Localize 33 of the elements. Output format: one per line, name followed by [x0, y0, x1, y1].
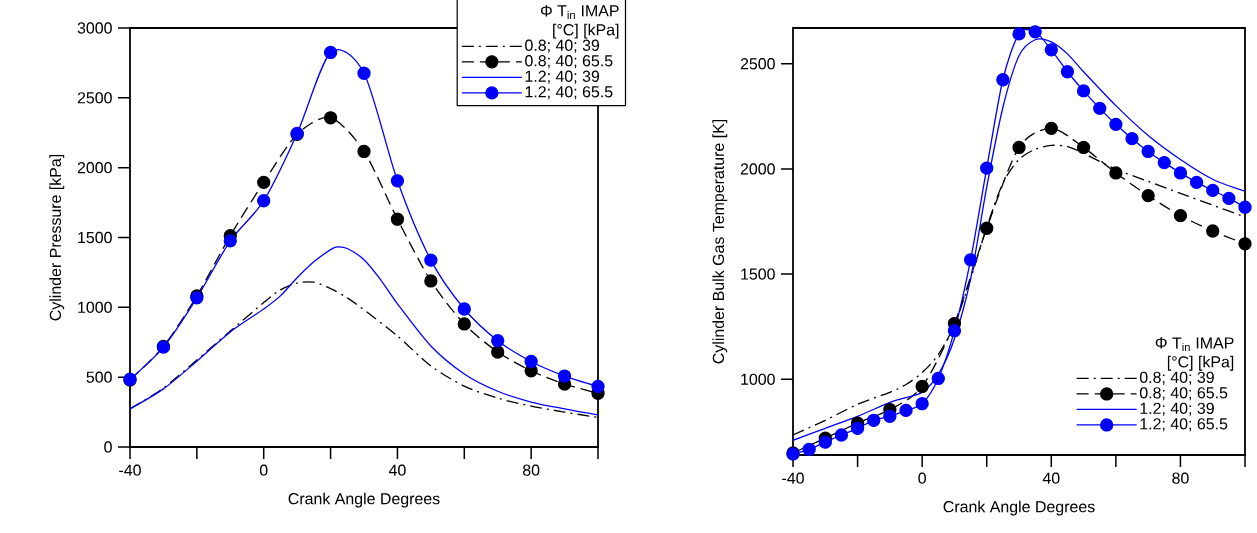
- x-tick-label: 40: [1042, 472, 1060, 484]
- x-tick-label: 40: [388, 464, 406, 476]
- y-tick-label: 1500: [78, 231, 112, 244]
- y-tick-label: 2000: [77, 162, 112, 174]
- y-tick-label: 2000: [740, 163, 775, 175]
- legend-label: 1.2; 40; 39: [525, 70, 600, 84]
- x-axis-title: Crank Angle Degrees: [288, 492, 440, 508]
- y-tick-label: 1000: [78, 301, 112, 313]
- legend-title: Φ T$_{in}$ IMAP [°C] [kPa]: [540, 5, 619, 39]
- y-tick-label: 3000: [77, 22, 112, 34]
- legend-label: 0.8; 40; 39: [1139, 371, 1214, 385]
- y-tick-label: 1000: [741, 373, 775, 385]
- x-tick-label: -40: [119, 464, 141, 476]
- x-tick-label: -40: [782, 472, 804, 484]
- y-axis-title: Cylinder Bulk Gas Temperature [K]: [712, 119, 728, 364]
- legend-label: 0.8; 40; 65.5: [525, 55, 613, 69]
- legend-label: 0.8; 40; 65.5: [1139, 387, 1228, 401]
- y-axis-title: Cylinder Pressure [kPa]: [49, 154, 65, 321]
- y-tick-label: 1500: [741, 268, 775, 280]
- y-tick-label: 2500: [77, 92, 112, 104]
- y-tick-label: 500: [86, 371, 112, 383]
- legend-label: 1.2; 40; 65.5: [525, 86, 613, 100]
- legend-label: 1.2; 40; 65.5: [1140, 418, 1228, 432]
- y-tick-label: 2500: [740, 58, 775, 70]
- y-tick-label: 0: [104, 441, 112, 453]
- x-tick-label: 80: [522, 464, 540, 476]
- legend-label: 0.8; 40; 39: [525, 39, 600, 53]
- legend-label: 1.2; 40; 39: [1140, 402, 1214, 416]
- x-axis-title: Crank Angle Degrees: [943, 500, 1095, 516]
- x-tick-label: 0: [259, 464, 268, 476]
- legend-title: Φ T$_{in}$ IMAP [°C] [kPa]: [1155, 337, 1234, 371]
- x-tick-label: 0: [918, 472, 926, 484]
- x-tick-label: 80: [1172, 472, 1189, 484]
